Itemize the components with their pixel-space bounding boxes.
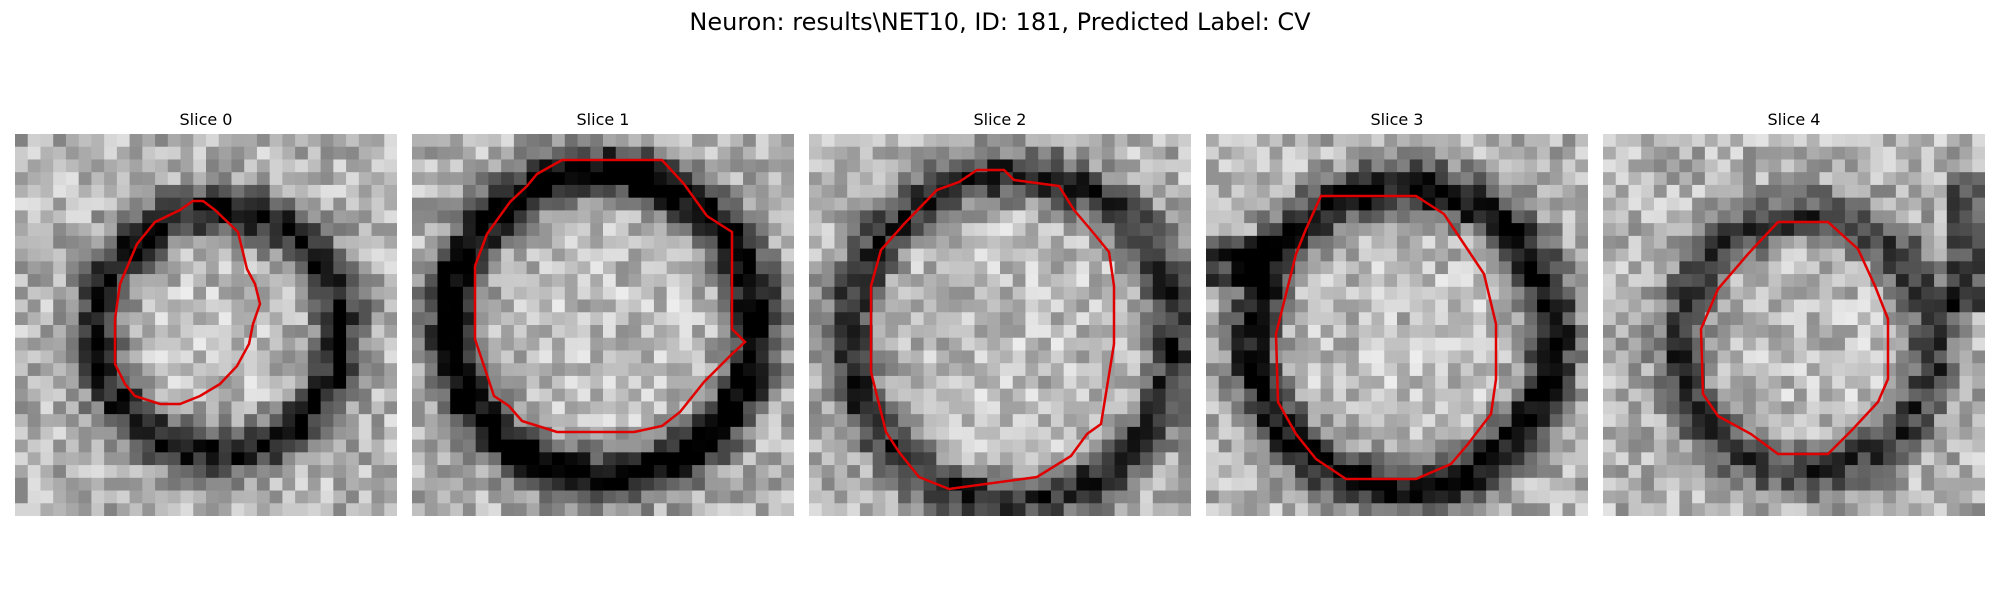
- slice-title-1: Slice 1: [576, 110, 630, 129]
- grayscale-texture-0: [15, 134, 397, 516]
- segmentation-contour-1: [473, 158, 747, 434]
- segmentation-contour-3: [1274, 194, 1498, 481]
- slice-image-3: [1206, 134, 1588, 516]
- grayscale-texture-3: [1206, 134, 1588, 516]
- grayscale-texture-4: [1603, 134, 1985, 516]
- slice-title-4: Slice 4: [1767, 110, 1821, 129]
- slice-image-2: [809, 134, 1191, 516]
- slice-title-3: Slice 3: [1370, 110, 1424, 129]
- figure-title: Neuron: results\NET10, ID: 181, Predicte…: [689, 8, 1311, 36]
- slice-image-0: [15, 134, 397, 516]
- slice-title-0: Slice 0: [179, 110, 233, 129]
- grayscale-texture-2: [809, 134, 1191, 516]
- segmentation-contour-0: [113, 199, 262, 406]
- slice-image-4: [1603, 134, 1985, 516]
- slice-title-2: Slice 2: [973, 110, 1027, 129]
- slice-image-1: [412, 134, 794, 516]
- segmentation-contour-4: [1699, 220, 1890, 456]
- segmentation-contour-2: [869, 168, 1116, 491]
- grayscale-texture-1: [412, 134, 794, 516]
